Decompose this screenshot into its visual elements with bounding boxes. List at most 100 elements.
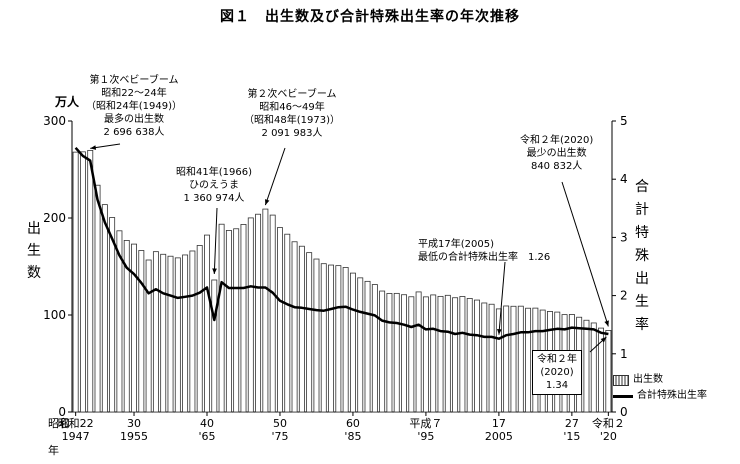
annotation-lowest-tfr: 平成17年(2005) 最低の合計特殊出生率 1.26 <box>418 238 550 264</box>
bar <box>255 213 262 413</box>
x-tick-label-year: 1947 <box>62 430 90 443</box>
bar <box>313 258 320 413</box>
bar <box>444 294 451 413</box>
annotation-line: （昭和48年(1973)） <box>244 115 340 126</box>
bar <box>72 151 79 413</box>
bar <box>320 263 327 413</box>
annotation-line: 1 360 974人 <box>183 193 245 204</box>
arrow-r2-births-head <box>604 320 609 327</box>
legend-item-births: 出生数 <box>613 372 707 388</box>
bar <box>495 308 502 413</box>
bar <box>379 290 386 413</box>
bar <box>225 230 232 413</box>
right-axis-label: 合 計 特 殊 出 生 率 <box>634 176 650 337</box>
x-tick-label-year: '15 <box>563 430 580 443</box>
x-year-suffix: 年 <box>48 443 59 457</box>
bar <box>517 305 524 413</box>
bar <box>233 228 240 413</box>
bar <box>211 279 218 413</box>
annotation-line: 第２次ベビーブーム <box>247 89 337 100</box>
bar <box>269 214 276 413</box>
bar <box>393 292 400 413</box>
bar <box>466 298 473 413</box>
right-axis-char: 生 <box>635 294 649 310</box>
bar <box>240 224 247 413</box>
arrow-hinoe <box>213 207 218 275</box>
bar <box>386 293 393 413</box>
legend-label-births: 出生数 <box>633 374 663 385</box>
bar <box>131 243 137 413</box>
annotation-line: （昭和24年(1949)） <box>86 101 182 112</box>
x-tick-label-era: 60 <box>346 417 360 430</box>
left-axis-char: 数 <box>27 265 41 281</box>
annotation-line: 昭和46～49年 <box>259 102 325 113</box>
bar <box>335 265 342 413</box>
arrow-h17-head <box>497 329 502 335</box>
legend-swatch-bar <box>613 374 629 386</box>
bar <box>87 149 94 413</box>
bar <box>138 250 145 413</box>
bar <box>401 294 407 413</box>
x-era-prefix: 昭和 <box>48 417 70 430</box>
bar <box>459 296 466 413</box>
x-tick-label-era: 令和２ <box>592 416 625 430</box>
bar <box>598 327 605 413</box>
tfr-line <box>74 146 609 340</box>
x-tick-label-year: '75 <box>271 430 288 443</box>
right-axis-char: 出 <box>635 271 649 287</box>
bar <box>474 299 480 413</box>
x-tick-label-era: 17 <box>492 417 506 430</box>
bar <box>430 294 437 413</box>
y2-tick-label: 5 <box>620 114 628 128</box>
annotation-line: 最多の出生数 <box>103 114 164 125</box>
bar <box>247 217 254 413</box>
arrow-boom2 <box>264 147 286 206</box>
x-tick-label-year: 1955 <box>120 430 148 443</box>
bar <box>145 259 152 413</box>
annotation-line: (2020) <box>540 367 574 378</box>
arrow-h17 <box>498 261 506 335</box>
annotation-line: 2 091 983人 <box>261 128 323 139</box>
bar <box>79 151 86 413</box>
bar <box>408 296 415 413</box>
annotation-line: 最少の出生数 <box>526 148 587 159</box>
bar <box>262 208 269 413</box>
annotation-line: 1.34 <box>545 380 569 391</box>
x-tick-label-era: 27 <box>565 417 579 430</box>
y-tick-label: 0 <box>58 405 66 419</box>
annotation-baby-boom-1: 第１次ベビーブーム 昭和22～24年 （昭和24年(1949)） 最多の出生数 … <box>86 74 182 139</box>
arrow-r2-births <box>561 181 609 327</box>
annotation-hinoeuma: 昭和41年(1966) ひのえうま 1 360 974人 <box>176 166 252 205</box>
annotation-baby-boom-2: 第２次ベビーブーム 昭和46～49年 （昭和48年(1973)） 2 091 9… <box>244 88 340 140</box>
y2-tick-label: 4 <box>620 172 628 186</box>
bar <box>167 255 174 413</box>
bar <box>510 305 517 413</box>
bar <box>284 233 291 413</box>
x-tick-label-year: '20 <box>600 430 617 443</box>
y2-tick-label: 0 <box>620 405 628 419</box>
annotation-line: 令和２年(2020) <box>520 135 594 146</box>
annotation-line: 平成17年(2005) <box>418 239 494 250</box>
bar <box>160 253 167 413</box>
bar <box>364 280 371 413</box>
bar <box>349 272 356 413</box>
x-tick-label-era: 平成７ <box>409 417 442 430</box>
legend-label-tfr: 合計特殊出生率 <box>637 390 707 401</box>
annotation-line: 令和２年 <box>537 354 577 365</box>
legend-swatch-line <box>613 394 633 398</box>
bar <box>94 184 101 413</box>
bar <box>525 307 532 413</box>
y2-tick-label: 3 <box>620 230 628 244</box>
annotation-line: 2 696 638人 <box>103 127 165 138</box>
left-axis-char: 出 <box>27 221 41 237</box>
y2-tick-label: 2 <box>620 289 628 303</box>
x-tick-label-year: '85 <box>344 430 361 443</box>
bar <box>152 251 159 413</box>
legend-item-tfr: 合計特殊出生率 <box>613 388 707 404</box>
annotation-lowest-births: 令和２年(2020) 最少の出生数 840 832人 <box>520 134 593 173</box>
left-axis-char: 生 <box>27 243 41 259</box>
y-tick-label: 100 <box>43 308 66 322</box>
bar <box>174 257 181 413</box>
left-unit: 万人 <box>55 95 80 109</box>
bar <box>415 291 422 413</box>
